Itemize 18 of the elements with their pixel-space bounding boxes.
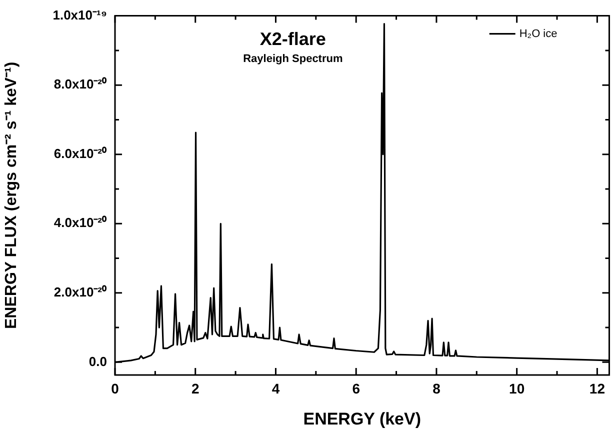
text: X2-flare xyxy=(260,28,326,49)
legend-label: H₂O ice xyxy=(519,28,558,40)
x-tick-label: 2 xyxy=(191,380,200,396)
x-tick-label: 8 xyxy=(432,380,441,396)
y-tick-label: 8.0x10⁻²⁰ xyxy=(54,76,107,92)
x-tick-label: 12 xyxy=(589,380,606,396)
y-tick-label: 2.0x10⁻²⁰ xyxy=(54,284,107,300)
x-tick-label: 0 xyxy=(111,380,120,396)
y-tick-label: 1.0x10⁻¹⁹ xyxy=(52,7,107,22)
text: Rayleigh Spectrum xyxy=(243,52,343,65)
x-tick-label: 6 xyxy=(352,380,360,396)
y-tick-label: 0.0 xyxy=(88,354,107,369)
x-tick-label: 10 xyxy=(509,380,525,396)
x-tick-label: 4 xyxy=(272,380,280,396)
y-axis-title: ENERGY FLUX (ergs cm⁻² s⁻¹ keV⁻¹) xyxy=(3,62,20,330)
y-tick-label: 6.0x10⁻²⁰ xyxy=(54,146,107,161)
y-tick-label: 4.0x10⁻²⁰ xyxy=(54,215,107,230)
x-axis-title: ENERGY (keV) xyxy=(303,409,422,428)
